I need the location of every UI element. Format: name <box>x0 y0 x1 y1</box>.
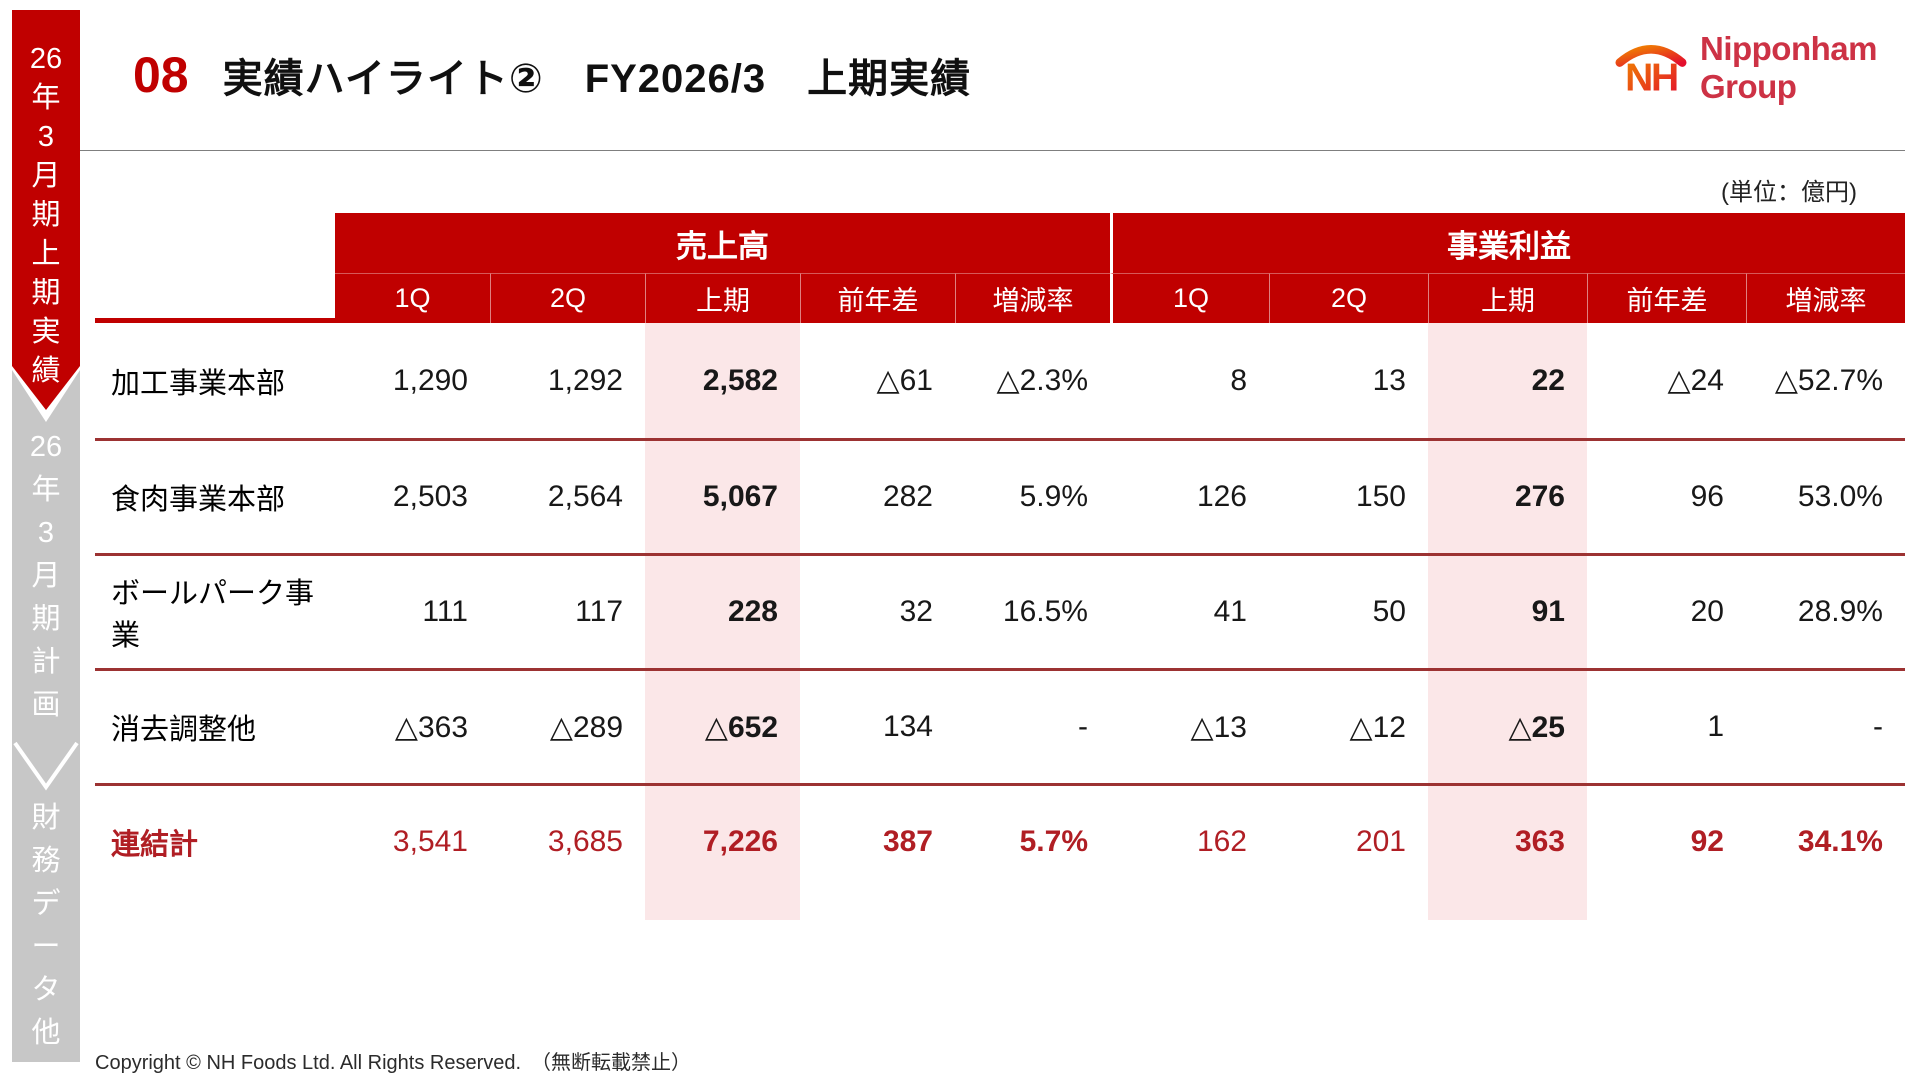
sub-header-blank <box>95 273 335 323</box>
cell-sales-2q: 1,292 <box>547 363 623 397</box>
row-label: 消去調整他 <box>111 714 257 746</box>
sub-header: 増減率 <box>1746 273 1905 323</box>
cell-sales-h1: 7,226 <box>702 825 778 858</box>
cell-profit-pct: 53.0% <box>1797 480 1883 513</box>
table-row: 食肉事業本部 2,503 2,564 5,067 282 5.9% 126 15… <box>95 438 1905 553</box>
cell-sales-pct: - <box>1078 710 1088 743</box>
cell-sales-h1: 2,582 <box>702 363 778 397</box>
cell-profit-yoy: 20 <box>1690 595 1724 628</box>
cell-profit-1q: 126 <box>1196 480 1247 513</box>
cell-sales-pct: 16.5% <box>1002 595 1088 628</box>
cell-sales-yoy: 32 <box>899 595 933 628</box>
copyright-text: Copyright © NH Foods Ltd. All Rights Res… <box>95 1052 692 1074</box>
cell-profit-h1: 363 <box>1514 825 1565 858</box>
cell-profit-pct: △52.7% <box>1774 364 1883 397</box>
cell-profit-2q: 13 <box>1372 363 1406 397</box>
highlight-column-sales-h1 <box>645 323 800 920</box>
cell-sales-yoy: △61 <box>876 364 933 397</box>
cell-profit-h1: 22 <box>1531 363 1565 397</box>
cell-sales-2q: 2,564 <box>547 480 623 513</box>
cell-profit-1q: △13 <box>1190 710 1247 744</box>
cell-sales-1q: 1,290 <box>392 363 468 397</box>
cell-profit-yoy: 1 <box>1707 710 1724 743</box>
cell-sales-h1: 228 <box>727 595 778 628</box>
cell-sales-2q: 117 <box>575 595 623 628</box>
cell-profit-1q: 162 <box>1196 825 1247 858</box>
table-corner-cell <box>95 213 335 273</box>
table-row-total: 連結計 3,541 3,685 7,226 387 5.7% 162 201 3… <box>95 783 1905 898</box>
logo-text: Nipponham Group <box>1699 30 1877 105</box>
cell-profit-2q: 50 <box>1372 595 1406 628</box>
cell-profit-yoy: 92 <box>1690 825 1724 858</box>
cell-profit-pct: - <box>1873 710 1883 743</box>
row-label: ボールパーク事業 <box>111 578 315 652</box>
highlight-column-profit-h1 <box>1428 323 1587 920</box>
group-header-profit: 事業利益 <box>1110 213 1905 273</box>
cell-sales-pct: △2.3% <box>996 364 1088 397</box>
sub-header: 前年差 <box>800 273 955 323</box>
sidebar-tab-active-label: 26 年 3 月期上期実績 <box>29 43 63 387</box>
cell-sales-yoy: 282 <box>882 480 933 513</box>
cell-profit-2q: △12 <box>1349 710 1406 744</box>
sub-header: 上期 <box>645 273 800 323</box>
svg-text:NH: NH <box>1625 57 1677 100</box>
group-header-sales: 売上高 <box>335 213 1110 273</box>
cell-profit-1q: 41 <box>1213 595 1247 628</box>
cell-sales-1q: 111 <box>422 595 468 628</box>
row-label: 食肉事業本部 <box>111 484 286 516</box>
cell-profit-pct: 28.9% <box>1797 595 1883 628</box>
cell-profit-1q: 8 <box>1230 363 1247 397</box>
row-label: 連結計 <box>111 829 199 861</box>
page-title: 実績ハイライト② FY2026/3 上期実績 <box>222 57 972 101</box>
sub-header: 上期 <box>1428 273 1587 323</box>
sidebar-lower-ribbon: 26 年 3 月期計画 財務データ他 <box>12 370 80 1062</box>
table-row: 消去調整他 △363 △289 △652 134 - △13 △12 △25 1… <box>95 668 1905 783</box>
cell-sales-2q: 3,685 <box>547 825 623 858</box>
cell-sales-1q: 3,541 <box>392 825 468 858</box>
cell-sales-2q: △289 <box>549 710 623 744</box>
table-row: ボールパーク事業 111 117 228 32 16.5% 41 50 91 2… <box>95 553 1905 668</box>
unit-note: (単位：億円) <box>1721 179 1857 206</box>
sub-header: 増減率 <box>955 273 1110 323</box>
sub-header: 前年差 <box>1587 273 1746 323</box>
cell-profit-2q: 201 <box>1355 825 1406 858</box>
sub-header: 1Q <box>1110 273 1269 323</box>
sidebar-tab-other[interactable]: 財務データ他 <box>31 802 61 1049</box>
cell-sales-1q: 2,503 <box>392 480 468 513</box>
cell-profit-h1: 276 <box>1514 480 1565 513</box>
sub-header: 1Q <box>335 273 490 323</box>
table-row: 加工事業本部 1,290 1,292 2,582 △61 △2.3% 8 13 … <box>95 323 1905 438</box>
nh-mark-icon: NH <box>1615 45 1687 100</box>
title-divider <box>80 150 1905 151</box>
cell-profit-h1: 91 <box>1531 595 1565 628</box>
row-label: 加工事業本部 <box>111 367 286 400</box>
nipponham-logo: NH Nipponham Group <box>1612 30 1920 106</box>
cell-sales-pct: 5.9% <box>1019 480 1088 513</box>
page-number: 08 <box>133 47 189 103</box>
cell-sales-h1: 5,067 <box>702 480 778 513</box>
cell-sales-yoy: 387 <box>882 825 933 858</box>
chevron-down-icon <box>13 741 79 791</box>
cell-profit-yoy: 96 <box>1690 480 1724 513</box>
table-sub-header-row: 1Q 2Q 上期 前年差 増減率 1Q 2Q 上期 前年差 増減率 <box>95 273 1905 323</box>
cell-profit-2q: 150 <box>1355 480 1406 513</box>
results-table: 売上高 事業利益 1Q 2Q 上期 前年差 増減率 1Q 2Q 上期 前年差 増… <box>95 213 1905 920</box>
cell-sales-yoy: 134 <box>882 710 933 743</box>
cell-sales-1q: △363 <box>394 710 468 744</box>
cell-sales-h1: △652 <box>704 710 778 744</box>
title-bar: 08 実績ハイライト② FY2026/3 上期実績 <box>133 46 971 104</box>
sidebar-tab-active[interactable]: 26 年 3 月期上期実績 <box>12 10 80 410</box>
cell-profit-yoy: △24 <box>1667 364 1724 397</box>
cell-profit-pct: 34.1% <box>1797 825 1883 858</box>
sidebar-tab-plan[interactable]: 26 年 3 月期計画 <box>29 431 63 721</box>
cell-sales-pct: 5.7% <box>1019 825 1088 858</box>
table-group-header-row: 売上高 事業利益 <box>95 213 1905 273</box>
cell-profit-h1: △25 <box>1508 710 1565 744</box>
sub-header: 2Q <box>490 273 645 323</box>
sub-header: 2Q <box>1269 273 1428 323</box>
